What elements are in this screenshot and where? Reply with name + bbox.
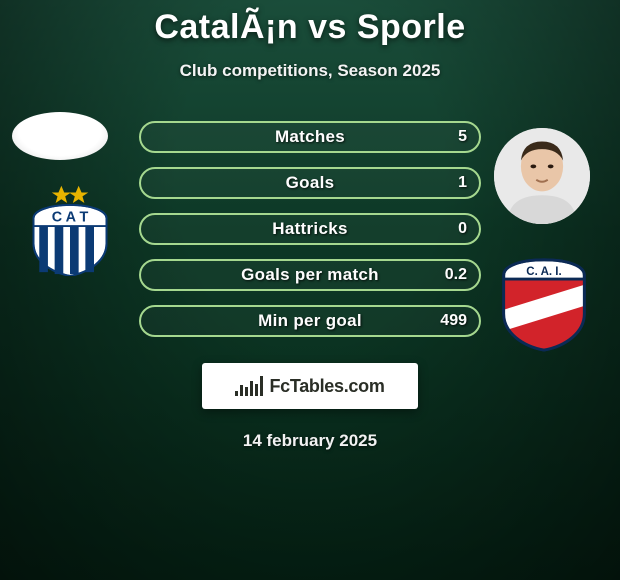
- page-title: CatalÃ¡n vs Sporle: [154, 8, 465, 47]
- player-left-avatar: [12, 112, 108, 160]
- stat-row: Hattricks 0: [139, 213, 481, 245]
- fctables-badge: FcTables.com: [202, 363, 418, 409]
- stats-list: Matches 5 Goals 1 Hattricks 0 Goals per match 0…: [139, 121, 481, 337]
- stat-row: Goals per match 0.2: [139, 259, 481, 291]
- club-left-badge: C A T: [22, 180, 118, 276]
- club-right-initials: C. A. I.: [526, 266, 561, 278]
- stat-label: Goals: [286, 173, 335, 193]
- badge-text: FcTables.com: [269, 376, 384, 397]
- club-left-initials: C A T: [52, 209, 89, 225]
- page-subtitle: Club competitions, Season 2025: [180, 61, 441, 81]
- stat-value: 499: [440, 312, 467, 330]
- date-text: 14 february 2025: [243, 431, 377, 451]
- stat-value: 0.2: [445, 266, 467, 284]
- stat-row: Matches 5: [139, 121, 481, 153]
- stat-value: 5: [458, 128, 467, 146]
- stat-label: Matches: [275, 127, 345, 147]
- club-right-badge: C. A. I.: [496, 256, 592, 352]
- stat-label: Min per goal: [258, 311, 362, 331]
- stat-label: Goals per match: [241, 265, 379, 285]
- player-right-avatar: [494, 128, 590, 224]
- stat-row: Goals 1: [139, 167, 481, 199]
- stat-row: Min per goal 499: [139, 305, 481, 337]
- bars-icon: [235, 376, 263, 396]
- stat-label: Hattricks: [272, 219, 347, 239]
- stat-value: 0: [458, 220, 467, 238]
- stat-value: 1: [458, 174, 467, 192]
